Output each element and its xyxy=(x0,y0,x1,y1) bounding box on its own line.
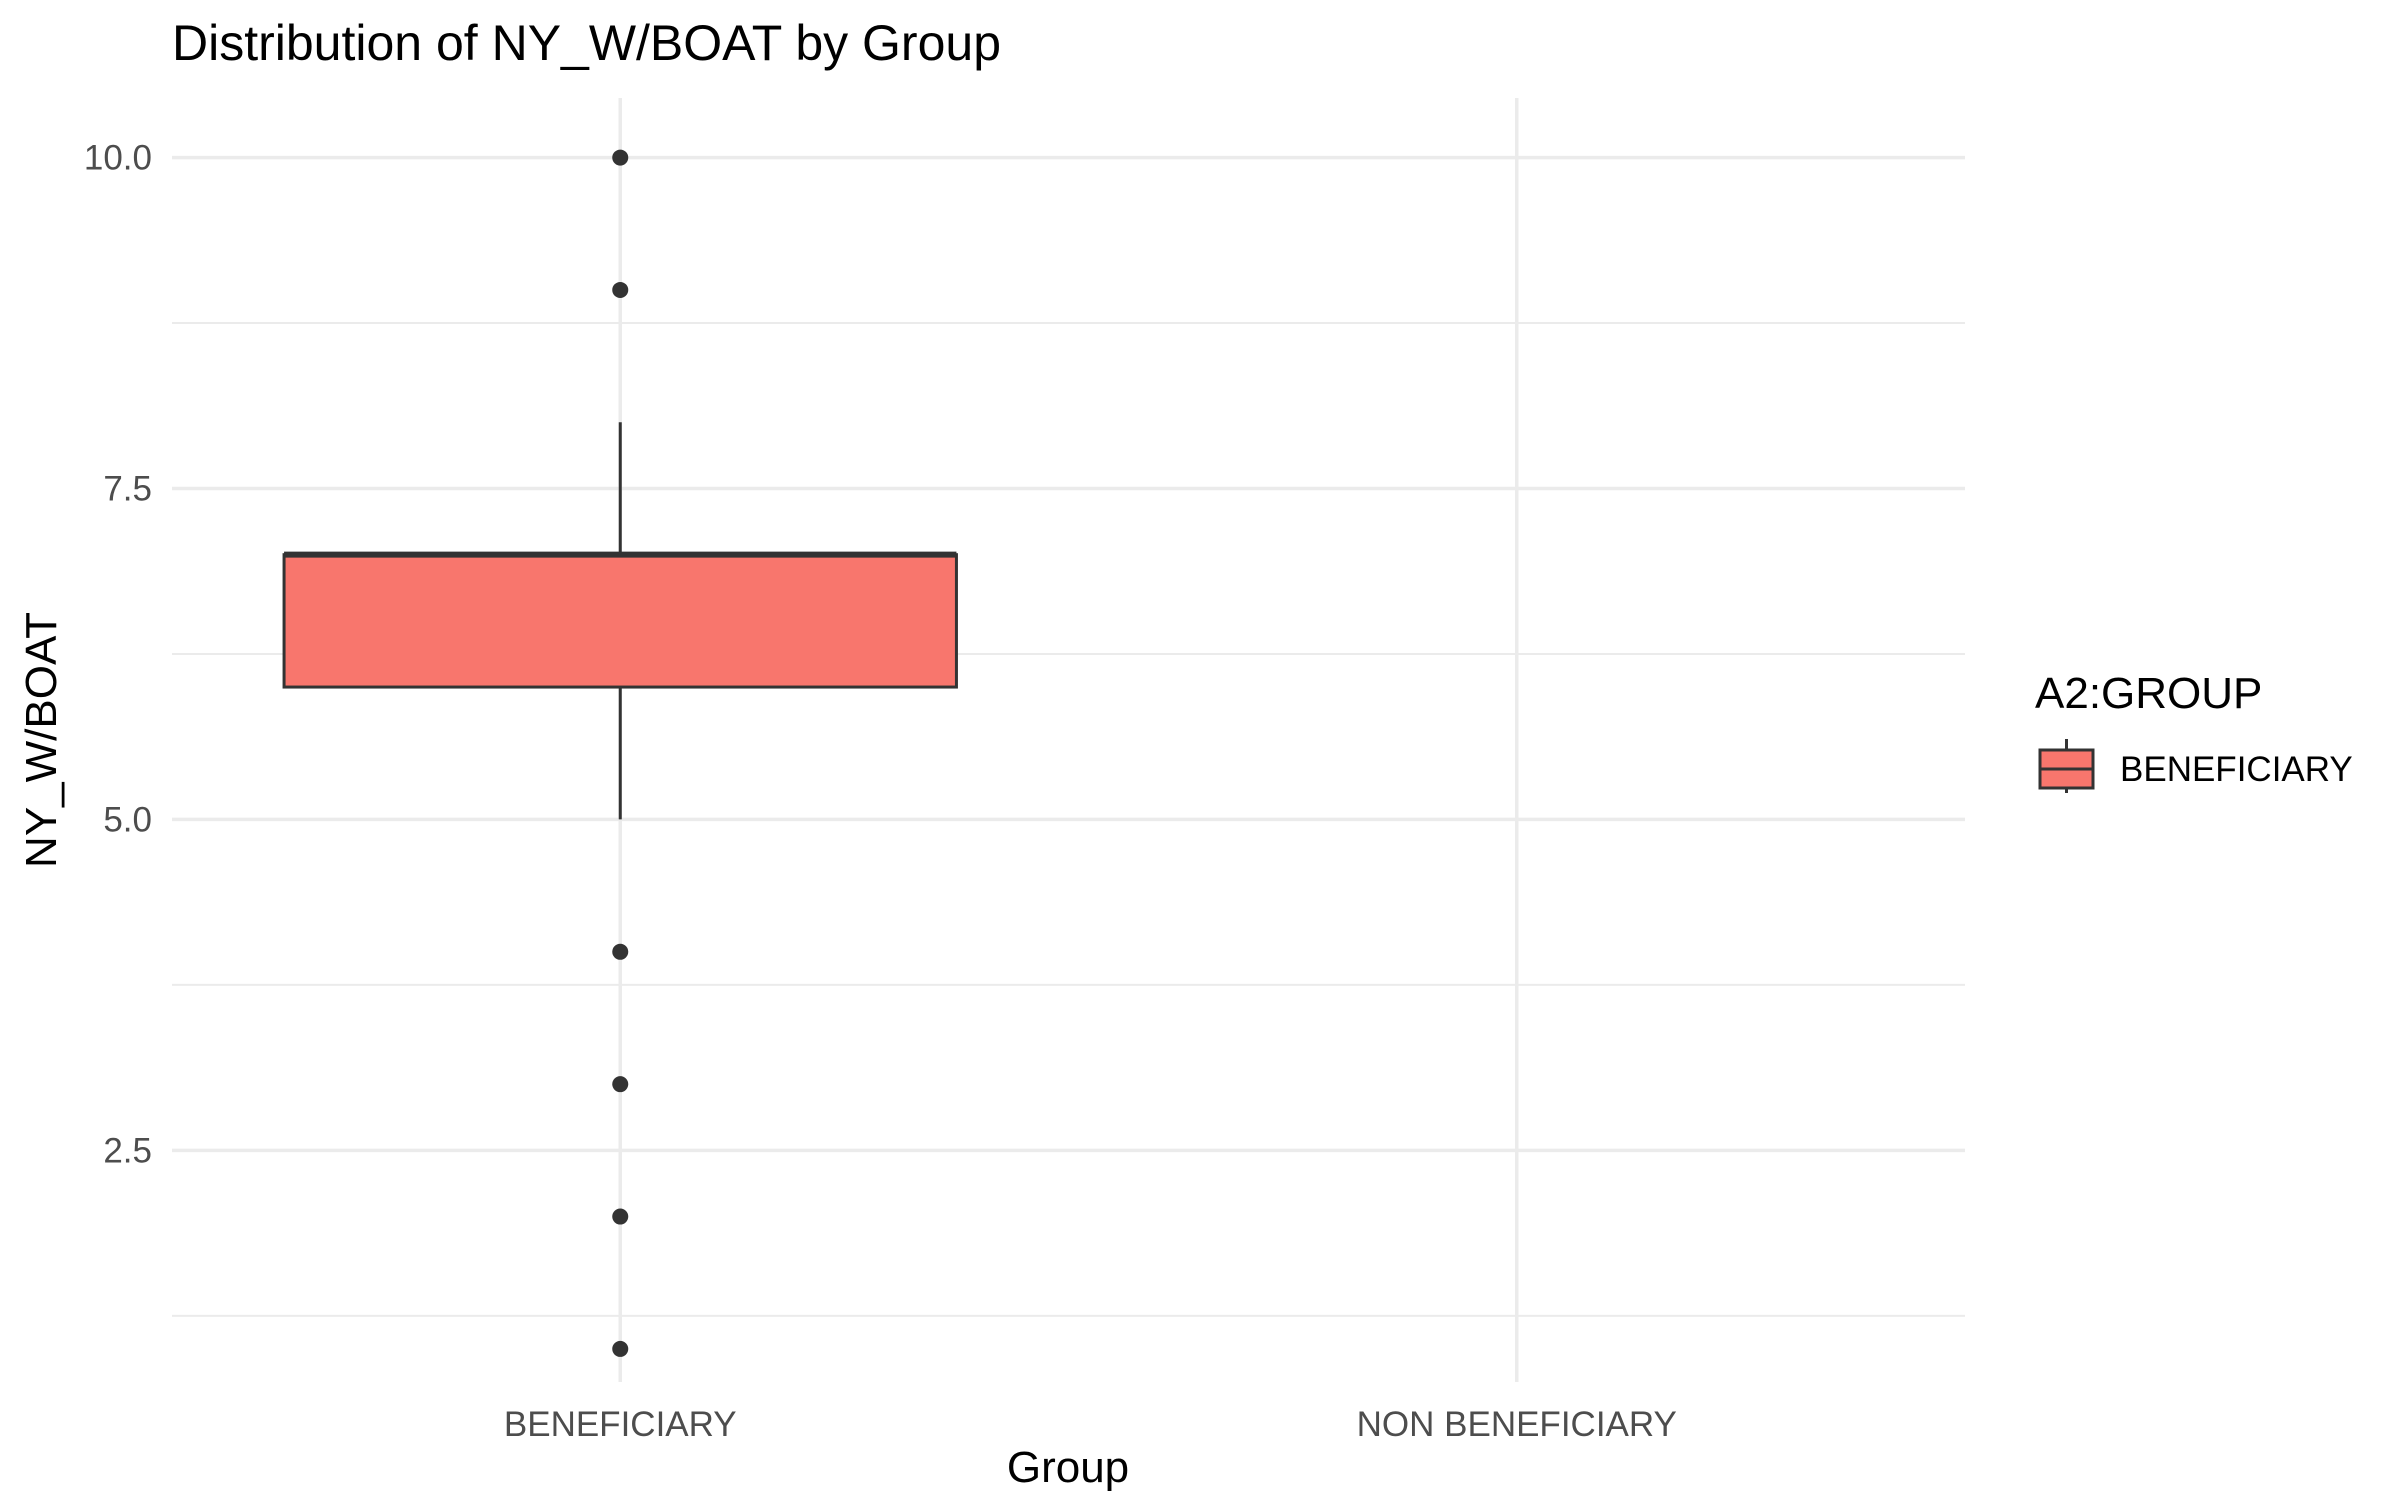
outlier-point xyxy=(612,1208,629,1225)
x-tick-label: BENEFICIARY xyxy=(504,1405,737,1444)
box-iqr xyxy=(282,553,958,689)
legend-title: A2:GROUP xyxy=(2035,669,2262,718)
y-tick-label: 10.0 xyxy=(84,139,152,178)
outlier-point xyxy=(612,1340,629,1357)
legend-entry: BENEFICIARY xyxy=(2038,739,2353,793)
y-tick-label: 7.5 xyxy=(103,469,152,508)
y-tick-labels: 2.5 5.0 7.5 10.0 xyxy=(84,139,152,1171)
legend-entries: BENEFICIARY xyxy=(2038,739,2353,793)
y-tick-label: 5.0 xyxy=(103,800,152,839)
outlier-point xyxy=(612,281,629,298)
chart-title: Distribution of NY_W/BOAT by Group xyxy=(172,15,1001,71)
box-group xyxy=(282,149,958,1357)
x-tick-label: NON BENEFICIARY xyxy=(1357,1405,1677,1444)
outlier-point xyxy=(612,149,629,166)
outlier-point xyxy=(612,943,629,960)
x-axis-title: Group xyxy=(1007,1443,1129,1492)
y-axis-title: NY_W/BOAT xyxy=(17,612,66,868)
legend: A2:GROUP BENEFICIARY xyxy=(2035,669,2353,793)
legend-label: BENEFICIARY xyxy=(2120,750,2353,789)
y-tick-label: 2.5 xyxy=(103,1131,152,1170)
outlier-point xyxy=(612,1076,629,1093)
x-tick-labels: BENEFICIARY NON BENEFICIARY xyxy=(504,1405,1677,1444)
marks-layer xyxy=(282,149,958,1357)
